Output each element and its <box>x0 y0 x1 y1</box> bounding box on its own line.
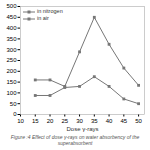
svg-text:250: 250 <box>6 57 17 63</box>
html-text:Figure :4 Effect of dose γ-ray: Figure :4 Effect of dose γ-rays on water… <box>10 134 140 146</box>
html-text:in air: in air <box>37 15 49 21</box>
svg-text:350: 350 <box>6 36 17 42</box>
svg-text:450: 450 <box>6 14 17 20</box>
svg-text:40: 40 <box>106 118 113 124</box>
svg-text:10: 10 <box>17 118 24 124</box>
svg-text:50: 50 <box>135 118 142 124</box>
svg-text:15: 15 <box>32 118 39 124</box>
svg-text:0: 0 <box>13 111 17 117</box>
svg-text:20: 20 <box>47 118 54 124</box>
svg-text:25: 25 <box>61 118 68 124</box>
svg-text:200: 200 <box>6 68 17 74</box>
svg-text:400: 400 <box>6 25 17 31</box>
svg-text:300: 300 <box>6 47 17 53</box>
svg-text:30: 30 <box>76 118 83 124</box>
svg-text:45: 45 <box>120 118 127 124</box>
svg-text:100: 100 <box>6 90 17 96</box>
svg-text:Dose γ-rays: Dose γ-rays <box>66 126 98 132</box>
svg-text:500: 500 <box>6 3 17 9</box>
svg-text:50: 50 <box>10 101 17 107</box>
html-text:in nitrogen: in nitrogen <box>37 8 63 14</box>
svg-text:35: 35 <box>91 118 98 124</box>
svg-text:150: 150 <box>6 79 17 85</box>
